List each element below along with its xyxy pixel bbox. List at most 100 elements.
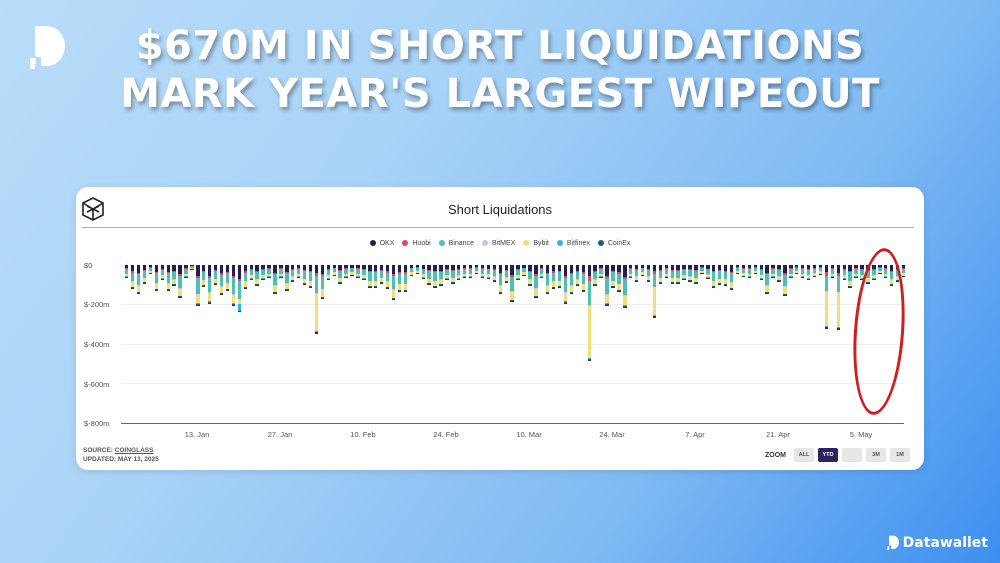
bar[interactable] [451, 265, 455, 285]
bar[interactable] [350, 265, 354, 277]
bar[interactable] [338, 265, 342, 285]
bar[interactable] [385, 265, 390, 290]
legend-item[interactable]: Huobi [402, 240, 431, 247]
bar[interactable] [368, 265, 372, 289]
bar[interactable] [130, 265, 135, 290]
bar[interactable] [801, 265, 805, 279]
bar[interactable] [557, 265, 562, 289]
bar[interactable] [634, 265, 639, 283]
bar[interactable] [291, 265, 295, 283]
bar[interactable] [789, 265, 793, 279]
bar[interactable] [895, 265, 900, 283]
bar[interactable] [569, 265, 574, 295]
bar[interactable] [824, 265, 829, 329]
bar[interactable] [344, 265, 348, 279]
bar[interactable] [646, 265, 651, 283]
bar[interactable] [676, 265, 680, 285]
bar[interactable] [427, 265, 431, 286]
zoom-all-button[interactable]: ALL [794, 448, 814, 462]
bar[interactable] [184, 265, 188, 279]
bar[interactable] [534, 265, 538, 299]
bar[interactable] [148, 265, 153, 275]
bar[interactable] [391, 265, 396, 301]
bar[interactable] [866, 265, 870, 285]
bar[interactable] [142, 265, 147, 285]
bar[interactable] [202, 265, 206, 288]
bar[interactable] [682, 265, 686, 281]
bar[interactable] [261, 265, 265, 281]
bar[interactable] [439, 265, 443, 287]
legend-item[interactable]: Bybit [523, 240, 549, 247]
zoom-ytd-button[interactable]: YTD [818, 448, 838, 462]
bar[interactable] [611, 265, 615, 289]
bar[interactable] [593, 265, 597, 287]
bar[interactable] [795, 265, 799, 275]
bar[interactable] [314, 265, 319, 334]
bar[interactable] [605, 265, 609, 307]
bar[interactable] [765, 265, 769, 295]
bar[interactable] [196, 265, 200, 307]
bar[interactable] [854, 265, 858, 279]
bar[interactable] [640, 265, 645, 277]
bar[interactable] [842, 265, 846, 281]
bar[interactable] [540, 265, 544, 279]
bar[interactable] [872, 265, 876, 281]
bar[interactable] [771, 265, 775, 279]
bar[interactable] [474, 265, 479, 275]
bar[interactable] [397, 265, 402, 293]
bar[interactable] [255, 265, 259, 287]
bar[interactable] [492, 265, 497, 283]
bar[interactable] [166, 265, 170, 292]
bar[interactable] [160, 265, 164, 281]
bar[interactable] [629, 265, 633, 279]
bar[interactable] [213, 265, 218, 286]
bar[interactable] [783, 265, 787, 297]
bar[interactable] [812, 265, 817, 278]
legend-item[interactable]: Bitfinex [556, 240, 590, 247]
bar[interactable] [273, 265, 277, 295]
bar[interactable] [320, 265, 325, 300]
bar[interactable] [486, 265, 491, 280]
bar[interactable] [279, 265, 283, 279]
bar[interactable] [415, 265, 419, 275]
bar[interactable] [889, 265, 894, 287]
bar[interactable] [249, 265, 253, 281]
bar[interactable] [504, 265, 508, 284]
bar[interactable] [878, 265, 882, 275]
bar[interactable] [670, 265, 674, 285]
bar[interactable] [480, 265, 485, 279]
bar[interactable] [498, 265, 502, 295]
bar[interactable] [225, 265, 230, 292]
bar[interactable] [190, 265, 194, 271]
bar[interactable] [457, 265, 461, 281]
bar[interactable] [747, 265, 752, 279]
bar[interactable] [735, 265, 740, 275]
bar[interactable] [332, 265, 336, 277]
bar[interactable] [652, 265, 657, 318]
bar[interactable] [860, 265, 864, 281]
bar[interactable] [374, 265, 378, 289]
bar[interactable] [302, 265, 307, 286]
bar[interactable] [379, 265, 384, 285]
bar[interactable] [136, 265, 141, 295]
bar[interactable] [599, 265, 603, 279]
bar[interactable] [818, 265, 823, 276]
legend-item[interactable]: BitMEX [481, 240, 515, 247]
bar[interactable] [208, 265, 212, 305]
bar[interactable] [741, 265, 746, 278]
bar[interactable] [753, 265, 757, 275]
bar[interactable] [125, 265, 129, 279]
bar[interactable] [326, 265, 330, 281]
bar[interactable] [231, 265, 236, 307]
bar[interactable] [528, 265, 532, 287]
bar[interactable] [587, 265, 591, 362]
bar[interactable] [154, 265, 159, 292]
bar[interactable] [563, 265, 568, 305]
bar[interactable] [688, 265, 692, 283]
bar[interactable] [836, 265, 840, 330]
bar[interactable] [172, 265, 176, 287]
bar[interactable] [694, 265, 698, 285]
bar[interactable] [723, 265, 728, 287]
bar[interactable] [759, 265, 763, 281]
zoom-1m-button[interactable]: 1M [890, 448, 910, 462]
